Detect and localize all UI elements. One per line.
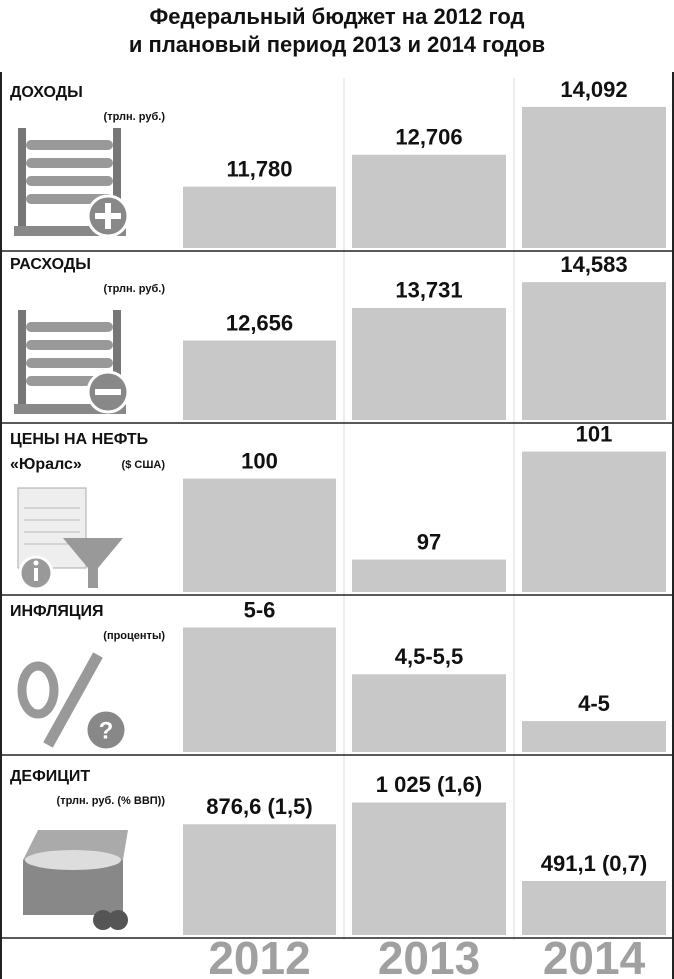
icon-glyph: ? xyxy=(99,717,114,744)
panel-title: ДОХОДЫ xyxy=(10,84,83,101)
oil-icon xyxy=(18,488,123,589)
value-label: 13,731 xyxy=(395,278,462,303)
bar xyxy=(522,721,666,752)
bar xyxy=(352,674,506,752)
bar xyxy=(352,560,506,592)
bar xyxy=(183,824,336,935)
year-label: 2014 xyxy=(543,932,646,979)
title-line: и плановый период 2013 и 2014 годов xyxy=(129,32,545,57)
bar xyxy=(183,187,336,248)
value-label: 1 025 (1,6) xyxy=(376,772,482,797)
title-line: Федеральный бюджет на 2012 год xyxy=(150,4,525,29)
year-label: 2013 xyxy=(378,932,480,979)
panel-title: ДЕФИЦИТ xyxy=(10,768,90,785)
bar xyxy=(183,479,336,592)
panel-unit: ($ США) xyxy=(122,459,166,471)
value-label: 4-5 xyxy=(578,691,610,716)
bar xyxy=(522,452,666,592)
panel-unit: (трлн. руб. (% ВВП)) xyxy=(57,795,166,807)
panel-subtitle: «Юралс» xyxy=(10,456,82,473)
value-label: 11,780 xyxy=(226,156,292,181)
abacus-icon xyxy=(14,310,128,414)
panel-unit: (проценты) xyxy=(103,630,165,642)
value-label: 491,1 (0,7) xyxy=(541,851,647,876)
value-label: 97 xyxy=(417,529,441,554)
value-label: 5-6 xyxy=(244,597,276,622)
value-label: 12,706 xyxy=(395,125,462,150)
bar xyxy=(522,282,666,420)
bar xyxy=(522,107,666,248)
value-label: 101 xyxy=(576,421,613,446)
panel-title: ИНФЛЯЦИЯ xyxy=(10,603,104,620)
value-label: 14,092 xyxy=(560,77,627,102)
panel-unit: (трлн. руб.) xyxy=(104,283,166,295)
bar xyxy=(352,802,506,935)
bar xyxy=(522,881,666,935)
value-label: 4,5-5,5 xyxy=(395,644,464,669)
panel-unit: (трлн. руб.) xyxy=(104,111,166,123)
value-label: 14,583 xyxy=(560,252,627,277)
chest-icon xyxy=(23,830,128,930)
bar xyxy=(183,627,336,752)
abacus-icon xyxy=(14,128,128,236)
year-label: 2012 xyxy=(208,932,310,979)
bar xyxy=(183,340,336,420)
bar xyxy=(352,155,506,248)
percent-icon: ? xyxy=(22,655,126,750)
panel-title: ЦЕНЫ НА НЕФТЬ xyxy=(10,431,148,448)
infographic: Федеральный бюджет на 2012 год и плановы… xyxy=(0,0,674,979)
value-label: 100 xyxy=(241,448,278,473)
value-label: 876,6 (1,5) xyxy=(206,794,312,819)
panel-title: РАСХОДЫ xyxy=(10,256,91,273)
value-label: 12,656 xyxy=(226,310,293,335)
bar xyxy=(352,308,506,420)
